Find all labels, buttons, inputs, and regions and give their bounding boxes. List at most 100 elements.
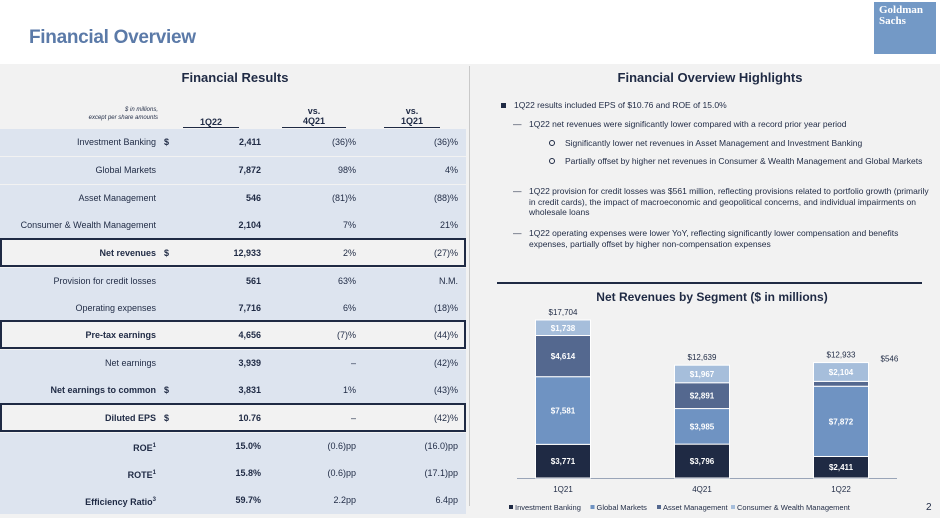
legend-swatch xyxy=(509,505,513,509)
value-1q22: 7,716 xyxy=(238,303,261,313)
row-label: Operating expenses xyxy=(75,303,156,313)
bar-segment-investment-banking xyxy=(674,443,730,479)
row-label: Net revenues xyxy=(99,248,156,258)
table-row: Asset Management 546 (81)% (88)% xyxy=(0,185,466,212)
value-1q22: 3,939 xyxy=(238,358,261,368)
highlight-subsub-1: Significantly lower net revenues in Asse… xyxy=(549,138,929,149)
legend-label: Consumer & Wealth Management xyxy=(737,503,851,512)
bar-segment-consumer-wealth-management xyxy=(535,319,591,337)
bar-value-label: $1,738 xyxy=(551,324,576,333)
table-row: Efficiency Ratio3 59.7% 2.2pp 6.4pp xyxy=(0,487,466,514)
value-vs-4q21: – xyxy=(350,358,356,368)
value-1q22: 4,656 xyxy=(238,330,261,340)
value-vs-4q21: – xyxy=(350,413,356,423)
bar-value-label: $2,891 xyxy=(690,392,715,401)
highlight-bullet-1: 1Q22 results included EPS of $10.76 and … xyxy=(501,100,914,111)
value-vs-4q21: (81)% xyxy=(331,193,356,203)
table-row: Provision for credit losses 561 63% N.M. xyxy=(0,268,466,295)
bar-segment-consumer-wealth-management xyxy=(813,362,869,382)
bar-value-label: $4,614 xyxy=(551,352,576,361)
col-header-vs-4q21: vs. 4Q21 xyxy=(282,106,346,126)
bar-segment-asset-management xyxy=(535,335,591,378)
value-vs-1q21: (17.1)pp xyxy=(424,468,458,478)
value-vs-1q21: 4% xyxy=(444,165,458,175)
footnote-marker: 3 xyxy=(152,497,156,503)
value-vs-4q21: (7)% xyxy=(336,330,356,340)
highlight-sub-2: — 1Q22 provision for credit losses was $… xyxy=(513,186,929,218)
value-vs-4q21: 63% xyxy=(337,276,356,286)
row-label-text: ROTE xyxy=(127,470,153,480)
col-underline-2 xyxy=(282,127,346,128)
row-label: Net earnings xyxy=(104,358,156,368)
row-label: Pre-tax earnings xyxy=(85,330,156,340)
x-tick-label: 4Q21 xyxy=(692,485,712,494)
highlight-text: 1Q22 results included EPS of $10.76 and … xyxy=(514,100,727,110)
col-header-vs-1q21: vs. 1Q21 xyxy=(384,106,440,126)
row-label: Net earnings to common xyxy=(50,385,156,395)
value-vs-1q21: (43)% xyxy=(433,385,458,395)
bar-segment-asset-management xyxy=(813,380,869,387)
bar-segment-asset-management xyxy=(674,382,730,410)
bar-value-label: $2,411 xyxy=(829,463,854,472)
table-row: Consumer & Wealth Management 2,104 7% 21… xyxy=(0,212,466,239)
dash-bullet-icon: — xyxy=(513,186,522,196)
bar-value-label: $2,104 xyxy=(829,368,854,377)
value-vs-1q21: (44)% xyxy=(433,330,458,340)
highlights-title: Financial Overview Highlights xyxy=(617,70,803,85)
table-row: ROE1 15.0% (0.6)pp (16.0)pp xyxy=(0,433,466,460)
table-row: Operating expenses 7,716 6% (18)% xyxy=(0,295,466,322)
chart-title: Net Revenues by Segment ($ in millions) xyxy=(596,290,828,304)
value-vs-1q21: (42)% xyxy=(433,413,458,423)
dash-bullet-icon: — xyxy=(513,228,522,238)
row-label: Efficiency Ratio3 xyxy=(85,487,156,516)
bar-segment-investment-banking xyxy=(535,443,591,479)
col-header-vs-1q21-line-2: 1Q21 xyxy=(400,116,424,126)
legend-label: Asset Management xyxy=(663,503,729,512)
table-row-pre-tax-earnings: Pre-tax earnings 4,656 (7)% (44)% xyxy=(0,320,466,349)
value-vs-4q21: (36)% xyxy=(331,137,356,147)
financial-results-title: Financial Results xyxy=(181,70,289,85)
table-row: ROTE1 15.8% (0.6)pp (17.1)pp xyxy=(0,460,466,487)
col-underline-1 xyxy=(183,127,239,128)
value-vs-4q21: 2.2pp xyxy=(333,495,356,505)
value-vs-4q21: 1% xyxy=(342,385,356,395)
value-1q22: 3,831 xyxy=(238,385,261,395)
bar-segment-consumer-wealth-management xyxy=(674,364,730,384)
footnote-marker: 1 xyxy=(152,443,156,449)
row-label: ROTE1 xyxy=(128,460,156,489)
goldman-sachs-logo: Goldman Sachs xyxy=(874,2,936,54)
bar-value-label: $3,771 xyxy=(551,457,576,466)
circle-bullet-icon xyxy=(549,158,555,164)
dollar-sign: $ xyxy=(164,385,170,395)
value-vs-4q21: 2% xyxy=(342,248,356,258)
highlight-text: 1Q22 provision for credit losses was $56… xyxy=(529,186,929,217)
row-label-text: ROE xyxy=(133,443,153,453)
value-1q22: 10.76 xyxy=(238,413,261,423)
col-header-vs-4q21-line-2: 4Q21 xyxy=(302,116,326,126)
row-label: Global Markets xyxy=(95,165,156,175)
legend-label: Global Markets xyxy=(597,503,648,512)
value-1q22: 12,933 xyxy=(233,248,261,258)
highlight-text: 1Q22 net revenues were significantly low… xyxy=(529,119,847,129)
value-vs-1q21: (42)% xyxy=(433,358,458,368)
bar-value-label: $7,581 xyxy=(551,407,576,416)
legend-swatch xyxy=(731,505,735,509)
row-label: Investment Banking xyxy=(76,137,156,147)
value-1q22: 59.7% xyxy=(235,495,261,505)
legend-swatch xyxy=(657,505,661,509)
square-bullet-icon xyxy=(501,103,506,108)
highlight-text: 1Q22 operating expenses were lower YoY, … xyxy=(529,228,899,249)
circle-bullet-icon xyxy=(549,140,555,146)
value-1q22: 2,411 xyxy=(238,137,261,147)
value-vs-1q21: (88)% xyxy=(433,193,458,203)
table-row-diluted-eps: Diluted EPS $ 10.76 – (42)% xyxy=(0,403,466,432)
units-note: $ in millions, except per share amounts xyxy=(40,106,158,122)
highlight-subsub-2: Partially offset by higher net revenues … xyxy=(549,156,929,167)
col-header-vs-4q21-line-1: vs. xyxy=(307,106,321,116)
bar-total-label: $12,933 xyxy=(827,351,856,360)
value-vs-4q21: 98% xyxy=(337,165,356,175)
x-tick-label: 1Q21 xyxy=(553,485,573,494)
value-vs-1q21: (18)% xyxy=(433,303,458,313)
table-row: Investment Banking $ 2,411 (36)% (36)% xyxy=(0,129,466,156)
highlight-text: Significantly lower net revenues in Asse… xyxy=(565,138,863,148)
